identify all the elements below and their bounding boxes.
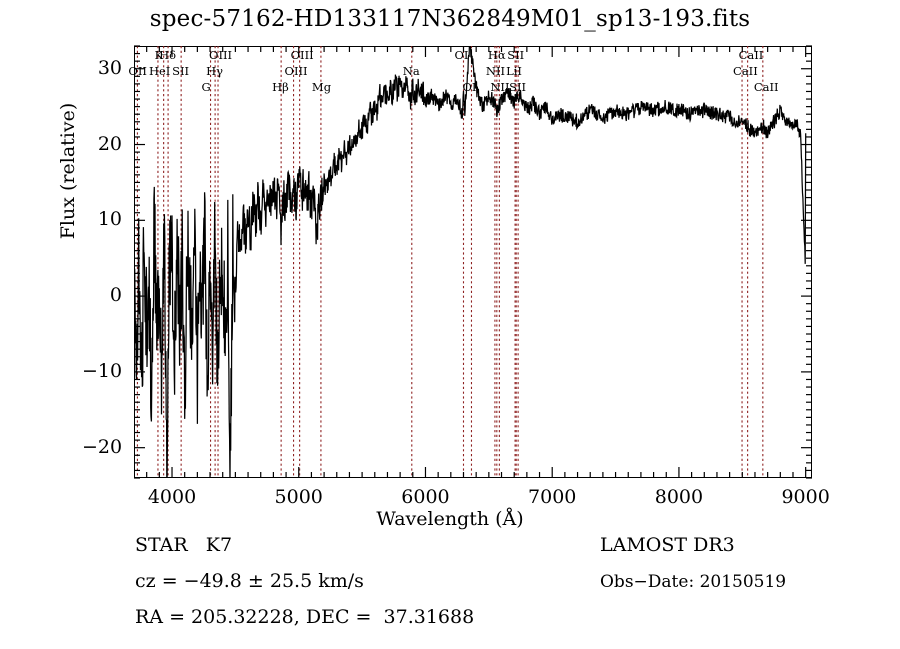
- line-label-lii: LiI: [506, 64, 522, 78]
- line-label-caii-h: Hδ: [159, 48, 177, 62]
- line-label-hei: HeI: [148, 64, 171, 78]
- line-label-oii: OII: [128, 64, 147, 78]
- obs-date: Obs−Date: 20150519: [600, 572, 787, 592]
- line-label-sii-6731: SII: [509, 80, 527, 94]
- line-label-sii-6716: SII: [507, 48, 525, 62]
- y-tick-label: 20: [97, 132, 122, 155]
- y-tick-label: −10: [82, 359, 123, 382]
- x-tick-label: 5000: [274, 486, 323, 508]
- line-label-hgamma: Hγ: [206, 64, 223, 78]
- line-label-caii-8498: CaII: [733, 64, 758, 78]
- line-label-na: Na: [402, 64, 420, 78]
- y-tick-label: −20: [82, 435, 123, 458]
- page-title: spec-57162-HD133117N362849M01_sp13-193.f…: [149, 6, 751, 32]
- line-label-oiii-5007: OIII: [290, 48, 314, 62]
- line-label-hbeta: Hβ: [272, 80, 289, 94]
- plot-frame: [134, 46, 812, 478]
- x-axis-title: Wavelength (Å): [376, 508, 524, 530]
- line-label-halpha: Hα: [487, 48, 506, 62]
- y-axis-title: Flux (relative): [57, 102, 79, 240]
- object-type: STAR K7: [135, 534, 233, 556]
- y-tick-label: 30: [97, 56, 122, 79]
- line-marker-group: [136, 46, 764, 478]
- x-tick-label: 4000: [147, 486, 197, 508]
- line-label-caii-k: K: [154, 48, 164, 62]
- line-label-oiii-4363: OIII: [209, 48, 233, 62]
- line-label-gband: G: [201, 80, 211, 94]
- line-label-mg: Mg: [311, 80, 332, 94]
- y-tick-label: 0: [109, 284, 122, 307]
- line-label-oiii-4959: OIII: [284, 64, 308, 78]
- line-label-caii-8662: CaII: [753, 80, 779, 94]
- line-label-nii-6583: NII: [490, 80, 510, 94]
- line-label-oi-6300: OI: [454, 48, 469, 62]
- axis-tick-group: [134, 45, 812, 479]
- coordinates: RA = 205.32228, DEC = 37.31688: [135, 606, 475, 628]
- y-tick-label: 10: [97, 208, 122, 231]
- x-tick-label: 6000: [401, 486, 450, 508]
- line-label-sii: SII: [172, 64, 190, 78]
- x-tick-label: 7000: [528, 486, 577, 508]
- line-label-nii-6548: NII: [485, 64, 506, 78]
- line-label-caii-8542: CaII: [738, 48, 764, 62]
- line-label-oi-6363: OI: [462, 80, 477, 94]
- redshift-velocity: cz = −49.8 ± 25.5 km/s: [135, 570, 364, 592]
- x-tick-label: 9000: [781, 486, 830, 508]
- spectrum-trace: [134, 46, 807, 478]
- survey-name: LAMOST DR3: [600, 534, 735, 556]
- x-tick-label: 8000: [654, 486, 704, 508]
